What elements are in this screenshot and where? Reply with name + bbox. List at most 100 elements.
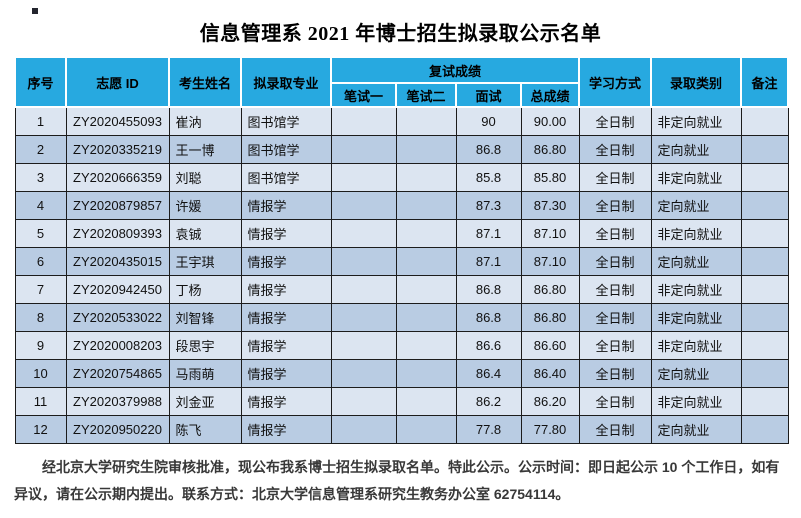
cell-written1 (330, 415, 397, 444)
cell-study-mode: 全日制 (578, 247, 652, 276)
table-row: 5 ZY2020809393 袁铖 情报学 87.1 87.10 全日制 非定向就业 (14, 219, 789, 248)
cell-study-mode: 全日制 (578, 387, 652, 416)
cell-total-score: 86.20 (520, 387, 580, 416)
cell-candidate-name: 王一博 (168, 135, 242, 164)
cell-total-score: 86.40 (520, 359, 580, 388)
cell-total-score: 86.60 (520, 331, 580, 360)
cell-candidate-name: 崔汭 (168, 106, 242, 136)
cell-seq: 8 (14, 303, 67, 332)
cell-total-score: 90.00 (520, 106, 580, 136)
cell-seq: 2 (14, 135, 67, 164)
table-row: 3 ZY2020666359 刘聪 图书馆学 85.8 85.80 全日制 非定向就业 (14, 163, 789, 192)
table-row: 10 ZY2020754865 马雨萌 情报学 86.4 86.40 全日制 定向就业 (14, 359, 789, 388)
cell-written1 (330, 219, 397, 248)
header-written2: 笔试二 (395, 82, 457, 108)
cell-written1 (330, 387, 397, 416)
cell-application-id: ZY2020942450 (65, 275, 170, 304)
cell-interview: 77.8 (455, 415, 522, 444)
header-total-score: 总成绩 (519, 82, 581, 108)
cell-written2 (395, 163, 457, 192)
cell-total-score: 87.10 (520, 219, 580, 248)
table-body: 1 ZY2020455093 崔汭 图书馆学 90 90.00 全日制 非定向就业 2 ZY202… (14, 106, 789, 444)
cell-study-mode: 全日制 (578, 359, 652, 388)
cell-seq: 5 (14, 219, 67, 248)
cell-seq: 6 (14, 247, 67, 276)
cell-seq: 4 (14, 191, 67, 220)
cell-written2 (395, 331, 457, 360)
cell-admission-category: 定向就业 (650, 359, 742, 388)
cell-total-score: 77.80 (520, 415, 580, 444)
header-application-id: 志愿 ID (65, 56, 170, 108)
table-row: 1 ZY2020455093 崔汭 图书馆学 90 90.00 全日制 非定向就业 (14, 106, 789, 136)
cell-total-score: 86.80 (520, 135, 580, 164)
cell-seq: 12 (14, 415, 67, 444)
table-row: 7 ZY2020942450 丁杨 情报学 86.8 86.80 全日制 非定向就业 (14, 275, 789, 304)
cell-remark (740, 191, 789, 220)
header-admission-category: 录取类别 (650, 56, 743, 108)
cell-seq: 7 (14, 275, 67, 304)
cell-interview: 86.8 (455, 135, 522, 164)
cell-application-id: ZY2020435015 (65, 247, 170, 276)
cell-study-mode: 全日制 (578, 275, 652, 304)
header-seq: 序号 (14, 56, 67, 108)
cell-total-score: 85.80 (520, 163, 580, 192)
cell-candidate-name: 许媛 (168, 191, 242, 220)
cell-candidate-name: 丁杨 (168, 275, 242, 304)
cell-proposed-major: 图书馆学 (240, 135, 332, 164)
cell-proposed-major: 情报学 (240, 415, 332, 444)
cell-proposed-major: 情报学 (240, 191, 332, 220)
cell-study-mode: 全日制 (578, 331, 652, 360)
stray-mark (32, 8, 38, 14)
cell-proposed-major: 情报学 (240, 331, 332, 360)
cell-study-mode: 全日制 (578, 135, 652, 164)
cell-remark (740, 275, 789, 304)
cell-written2 (395, 303, 457, 332)
cell-proposed-major: 情报学 (240, 275, 332, 304)
cell-written1 (330, 331, 397, 360)
cell-seq: 1 (14, 106, 67, 136)
cell-written1 (330, 191, 397, 220)
cell-candidate-name: 刘金亚 (168, 387, 242, 416)
header-reexam-group: 复试成绩 (329, 56, 581, 84)
cell-admission-category: 非定向就业 (650, 163, 742, 192)
cell-study-mode: 全日制 (578, 219, 652, 248)
footer-note: 经北京大学研究生院审核批准，现公布我系博士招生拟录取名单。特此公示。公示时间：即… (14, 459, 780, 503)
cell-written2 (395, 247, 457, 276)
cell-remark (740, 359, 789, 388)
cell-interview: 86.8 (455, 303, 522, 332)
cell-study-mode: 全日制 (578, 303, 652, 332)
cell-total-score: 86.80 (520, 275, 580, 304)
cell-proposed-major: 情报学 (240, 247, 332, 276)
cell-application-id: ZY2020379988 (65, 387, 170, 416)
cell-interview: 87.1 (455, 219, 522, 248)
cell-seq: 9 (14, 331, 67, 360)
cell-total-score: 87.30 (520, 191, 580, 220)
cell-seq: 10 (14, 359, 67, 388)
cell-application-id: ZY2020754865 (65, 359, 170, 388)
cell-application-id: ZY2020335219 (65, 135, 170, 164)
cell-remark (740, 247, 789, 276)
table-row: 6 ZY2020435015 王宇琪 情报学 87.1 87.10 全日制 定向就业 (14, 247, 789, 276)
cell-interview: 86.2 (455, 387, 522, 416)
cell-candidate-name: 刘聪 (168, 163, 242, 192)
header-study-mode: 学习方式 (578, 56, 653, 108)
cell-candidate-name: 袁铖 (168, 219, 242, 248)
cell-interview: 85.8 (455, 163, 522, 192)
table-row: 9 ZY2020008203 段思宇 情报学 86.6 86.60 全日制 非定向就业 (14, 331, 789, 360)
cell-interview: 87.1 (455, 247, 522, 276)
cell-proposed-major: 图书馆学 (240, 106, 332, 136)
cell-study-mode: 全日制 (578, 415, 652, 444)
cell-admission-category: 非定向就业 (650, 275, 742, 304)
cell-proposed-major: 情报学 (240, 387, 332, 416)
cell-written2 (395, 275, 457, 304)
table-row: 8 ZY2020533022 刘智锋 情报学 86.8 86.80 全日制 非定向就业 (14, 303, 789, 332)
header-written1: 笔试一 (330, 82, 397, 108)
cell-remark (740, 415, 789, 444)
cell-written2 (395, 219, 457, 248)
cell-study-mode: 全日制 (578, 163, 652, 192)
cell-admission-category: 定向就业 (650, 135, 742, 164)
cell-application-id: ZY2020666359 (65, 163, 170, 192)
cell-interview: 86.6 (455, 331, 522, 360)
table-row: 2 ZY2020335219 王一博 图书馆学 86.8 86.80 全日制 定向就业 (14, 135, 789, 164)
cell-candidate-name: 刘智锋 (168, 303, 242, 332)
